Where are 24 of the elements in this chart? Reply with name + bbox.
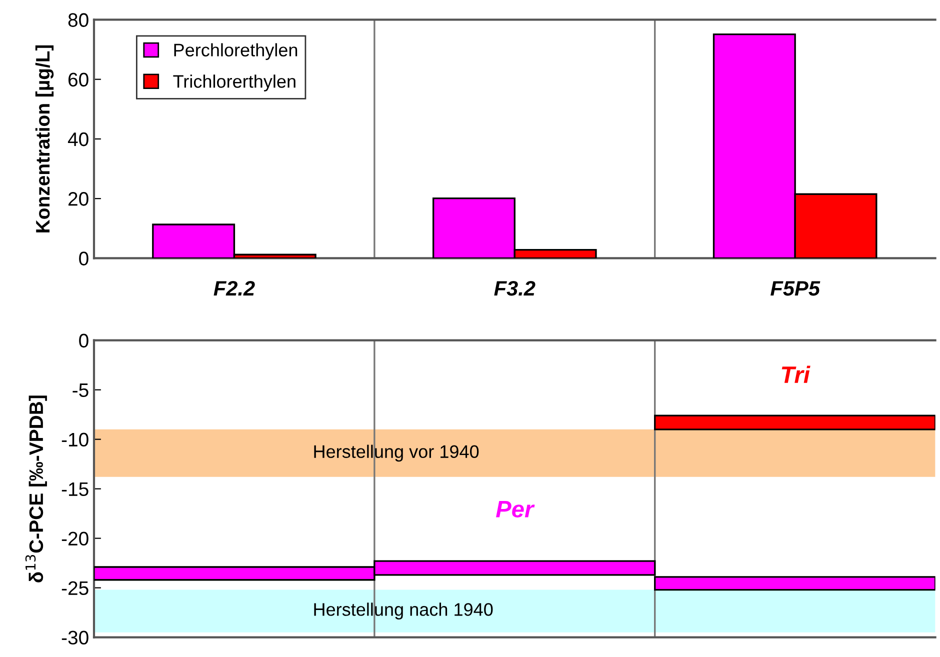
band-label: Herstellung nach 1940	[314, 602, 493, 620]
y-tick-label: -5	[72, 383, 88, 398]
y-tick-label: 20	[68, 192, 88, 206]
series-label: Per	[496, 501, 535, 518]
x-tick-label: F2.2	[214, 280, 255, 296]
y-tick-label: 0	[79, 334, 88, 348]
y-tick-label: 40	[68, 132, 88, 146]
legend-label: Trichlorerthylen	[173, 74, 296, 92]
legend-label: Perchlorethylen	[174, 43, 298, 60]
y-axis-title: Konzentration [µg/L]	[35, 45, 54, 232]
y-axis-title: δ$^{13}$C-PCE [‰-VPDB]	[25, 396, 47, 582]
x-tick-label: F3.2	[494, 280, 536, 296]
y-tick-label: -25	[62, 581, 88, 596]
y-tick-label: 80	[68, 13, 88, 27]
bar	[654, 414, 936, 430]
y-tick-label: -15	[62, 482, 88, 496]
series-label: Tri	[782, 366, 810, 383]
y-tick-label: -30	[62, 630, 88, 645]
y-tick-label: -20	[62, 532, 88, 546]
y-tick-label: -10	[62, 432, 88, 447]
x-tick-label: F5P5	[770, 281, 820, 296]
band-label: Herstellung vor 1940	[314, 444, 479, 462]
y-tick-label: 0	[79, 252, 88, 266]
y-tick-label: 60	[68, 72, 88, 87]
